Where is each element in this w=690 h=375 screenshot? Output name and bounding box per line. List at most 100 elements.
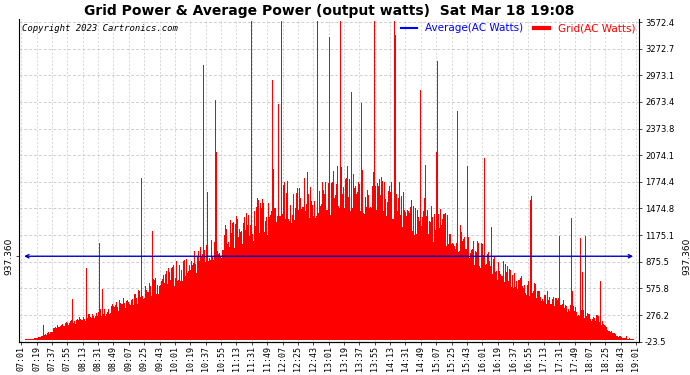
Bar	[228, 242, 229, 340]
Bar	[42, 336, 43, 340]
Bar	[139, 300, 140, 340]
Bar	[244, 214, 246, 340]
Bar	[373, 172, 374, 340]
Bar	[186, 259, 188, 340]
Bar	[607, 330, 609, 340]
Bar	[247, 225, 248, 340]
Bar	[533, 291, 534, 340]
Bar	[278, 104, 279, 340]
Bar	[108, 309, 109, 340]
Bar	[48, 332, 49, 340]
Bar	[447, 215, 448, 340]
Bar	[229, 248, 230, 340]
Bar	[464, 237, 465, 340]
Bar	[275, 208, 276, 340]
Bar	[526, 295, 527, 340]
Bar	[113, 306, 114, 340]
Bar	[255, 222, 257, 340]
Bar	[615, 334, 616, 340]
Bar	[31, 339, 32, 340]
Bar	[291, 223, 293, 340]
Bar	[37, 338, 38, 340]
Bar	[122, 304, 124, 340]
Bar	[72, 299, 73, 340]
Bar	[463, 239, 464, 340]
Bar	[226, 230, 228, 340]
Bar	[61, 326, 62, 340]
Bar	[248, 214, 249, 340]
Bar	[345, 179, 346, 340]
Bar	[309, 218, 310, 340]
Bar	[477, 258, 478, 340]
Bar	[254, 211, 255, 340]
Bar	[290, 177, 291, 340]
Bar	[310, 188, 311, 340]
Bar	[124, 303, 125, 340]
Bar	[355, 21, 356, 340]
Bar	[493, 258, 494, 340]
Bar	[595, 321, 596, 340]
Bar	[433, 242, 434, 340]
Bar	[237, 219, 238, 340]
Bar	[441, 225, 442, 340]
Bar	[440, 209, 441, 340]
Title: Grid Power & Average Power (output watts)  Sat Mar 18 19:08: Grid Power & Average Power (output watts…	[84, 4, 574, 18]
Bar	[437, 61, 438, 340]
Bar	[313, 216, 314, 340]
Bar	[36, 338, 37, 340]
Bar	[106, 314, 107, 340]
Bar	[170, 280, 171, 340]
Bar	[299, 188, 300, 340]
Bar	[206, 245, 207, 340]
Bar	[611, 333, 613, 340]
Bar	[586, 316, 587, 340]
Bar	[225, 225, 226, 340]
Bar	[214, 242, 215, 340]
Bar	[354, 188, 355, 340]
Bar	[205, 261, 206, 340]
Bar	[168, 270, 170, 340]
Bar	[135, 294, 136, 340]
Bar	[397, 211, 398, 340]
Bar	[89, 314, 90, 340]
Bar	[175, 278, 176, 340]
Bar	[150, 293, 152, 340]
Bar	[543, 301, 544, 340]
Bar	[465, 249, 466, 340]
Bar	[195, 264, 196, 340]
Bar	[501, 276, 502, 340]
Bar	[616, 336, 617, 340]
Bar	[264, 232, 265, 340]
Bar	[394, 21, 395, 340]
Bar	[171, 268, 172, 340]
Bar	[585, 236, 586, 340]
Bar	[174, 286, 175, 340]
Bar	[181, 270, 182, 340]
Bar	[197, 260, 199, 340]
Bar	[114, 306, 115, 340]
Bar	[177, 280, 178, 340]
Bar	[277, 216, 278, 340]
Bar	[138, 290, 139, 340]
Bar	[456, 243, 457, 340]
Bar	[584, 318, 585, 340]
Bar	[176, 261, 177, 340]
Bar	[388, 191, 389, 340]
Bar	[314, 201, 315, 340]
Bar	[196, 273, 197, 340]
Bar	[144, 298, 145, 340]
Bar	[617, 336, 618, 340]
Bar	[384, 216, 386, 340]
Bar	[624, 338, 625, 340]
Bar	[353, 174, 354, 340]
Bar	[475, 251, 476, 340]
Bar	[269, 217, 270, 340]
Bar	[505, 264, 506, 340]
Bar	[424, 165, 426, 340]
Bar	[517, 289, 518, 340]
Bar	[516, 281, 517, 340]
Bar	[203, 65, 204, 340]
Bar	[342, 194, 343, 340]
Bar	[423, 211, 424, 340]
Bar	[474, 265, 475, 340]
